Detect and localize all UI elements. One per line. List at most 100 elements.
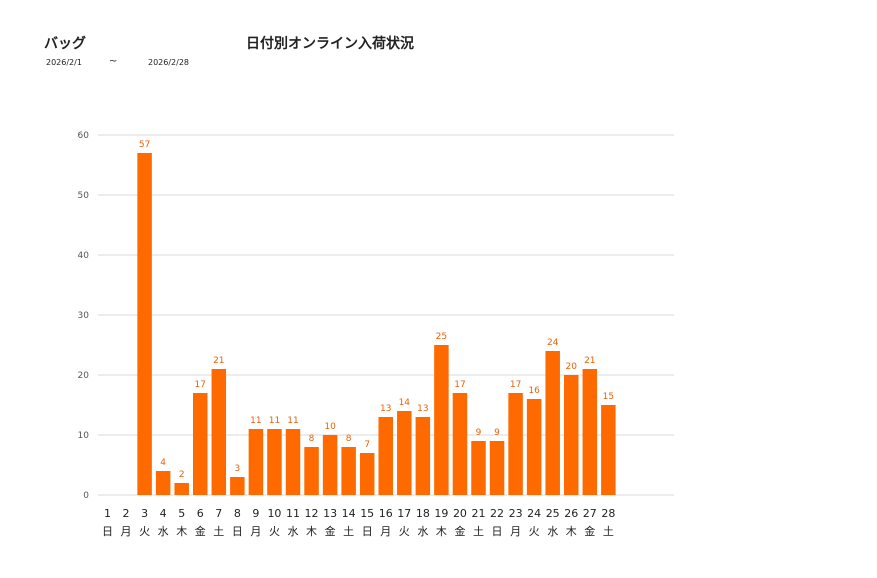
- data-label: 25: [436, 332, 447, 342]
- y-tick-label: 20: [78, 371, 90, 381]
- category-title: バッグ: [44, 36, 86, 52]
- x-tick-weekday: 月: [250, 525, 261, 538]
- x-tick-weekday: 日: [102, 525, 113, 538]
- x-tick-day: 20: [453, 507, 467, 520]
- x-tick-day: 14: [342, 507, 356, 520]
- x-tick-day: 7: [215, 507, 222, 520]
- x-tick-weekday: 水: [158, 525, 169, 538]
- data-label: 14: [399, 398, 411, 408]
- bar: [378, 417, 393, 495]
- bar: [230, 477, 245, 495]
- date-from: 2026/2/1: [46, 58, 82, 67]
- bar: [397, 411, 412, 495]
- x-tick-day: 5: [178, 507, 185, 520]
- y-tick-label: 50: [78, 191, 90, 201]
- x-tick-weekday: 火: [269, 525, 280, 538]
- data-label: 21: [213, 356, 224, 366]
- bar: [564, 375, 579, 495]
- x-tick-day: 6: [197, 507, 204, 520]
- bar: [193, 393, 208, 495]
- chart-title: 日付別オンライン入荷状況: [246, 36, 414, 52]
- bar: [304, 447, 319, 495]
- x-tick-day: 2: [123, 507, 130, 520]
- x-tick-weekday: 木: [566, 525, 577, 538]
- x-tick-weekday: 土: [473, 525, 484, 538]
- x-tick-weekday: 月: [510, 525, 521, 538]
- data-label: 9: [494, 428, 500, 438]
- data-label: 13: [380, 404, 391, 414]
- x-tick-day: 19: [434, 507, 448, 520]
- x-tick-day: 27: [583, 507, 597, 520]
- data-label: 8: [309, 434, 315, 444]
- y-axis-ticks: 0 10 20 30 40 50 60: [78, 131, 90, 501]
- x-tick-weekday: 金: [584, 524, 595, 538]
- bar: [471, 441, 486, 495]
- bar: [415, 417, 431, 495]
- bar: [526, 399, 542, 495]
- x-tick-weekday: 日: [362, 525, 373, 538]
- x-tick-weekday: 木: [176, 525, 187, 538]
- x-tick-day: 18: [416, 507, 430, 520]
- y-tick-label: 60: [78, 131, 90, 141]
- y-tick-label: 40: [78, 251, 90, 261]
- x-tick-weekday: 水: [547, 525, 558, 538]
- x-tick-weekday: 水: [288, 525, 299, 538]
- data-label: 13: [417, 404, 428, 414]
- data-label: 24: [547, 338, 559, 348]
- data-label: 2: [179, 470, 185, 480]
- x-tick-weekday: 火: [139, 525, 150, 538]
- x-tick-weekday: 土: [343, 525, 354, 538]
- x-tick-weekday: 木: [436, 525, 447, 538]
- data-label: 17: [454, 380, 465, 390]
- x-tick-day: 25: [546, 507, 560, 520]
- x-tick-weekday: 月: [380, 525, 391, 538]
- date-to: 2026/2/28: [148, 58, 190, 67]
- bar: [137, 153, 152, 495]
- bar: [359, 453, 375, 495]
- bar: [174, 483, 189, 495]
- data-label: 3: [234, 464, 240, 474]
- x-tick-weekday: 日: [232, 525, 243, 538]
- y-tick-label: 30: [78, 311, 90, 321]
- x-tick-weekday: 金: [454, 524, 465, 538]
- bar: [434, 345, 449, 495]
- x-tick-day: 1: [104, 507, 111, 520]
- x-tick-day: 12: [305, 507, 319, 520]
- bar: [341, 447, 356, 495]
- x-tick-weekday: 月: [121, 525, 132, 538]
- data-label: 17: [195, 380, 206, 390]
- data-label: 8: [346, 434, 352, 444]
- bar: [545, 351, 560, 495]
- data-label: 11: [287, 416, 298, 426]
- x-tick-day: 13: [323, 507, 337, 520]
- bar: [452, 393, 468, 495]
- x-tick-weekday: 金: [325, 524, 336, 538]
- x-tick-weekday: 金: [195, 524, 206, 538]
- bar: [248, 429, 264, 495]
- bar: [508, 393, 523, 495]
- x-tick-weekday: 日: [492, 525, 503, 538]
- bar: [322, 435, 338, 495]
- data-label: 10: [324, 422, 336, 432]
- data-label: 11: [269, 416, 280, 426]
- data-label: 9: [476, 428, 482, 438]
- x-tick-day: 21: [472, 507, 486, 520]
- x-tick-day: 11: [286, 507, 300, 520]
- x-tick-day: 28: [601, 507, 615, 520]
- date-range-separator: ~: [109, 56, 118, 67]
- data-label: 11: [250, 416, 261, 426]
- data-label: 15: [603, 392, 614, 402]
- x-tick-day: 9: [252, 507, 259, 520]
- data-label: 4: [160, 458, 166, 468]
- x-tick-weekday: 火: [399, 525, 410, 538]
- x-tick-weekday: 土: [603, 525, 614, 538]
- bar: [267, 429, 282, 495]
- y-tick-label: 10: [78, 431, 90, 441]
- x-tick-day: 4: [160, 507, 167, 520]
- data-labels: 57 4 2 17 21 3 11 11 11 8 10 8 7 13 14 13 25 17 9 9 17 16 24 20…: [139, 140, 614, 480]
- x-tick-weekday: 土: [213, 525, 224, 538]
- x-tick-weekday: 火: [529, 525, 540, 538]
- x-tick-day: 17: [397, 507, 411, 520]
- x-tick-day: 10: [267, 507, 281, 520]
- data-label: 57: [139, 140, 150, 150]
